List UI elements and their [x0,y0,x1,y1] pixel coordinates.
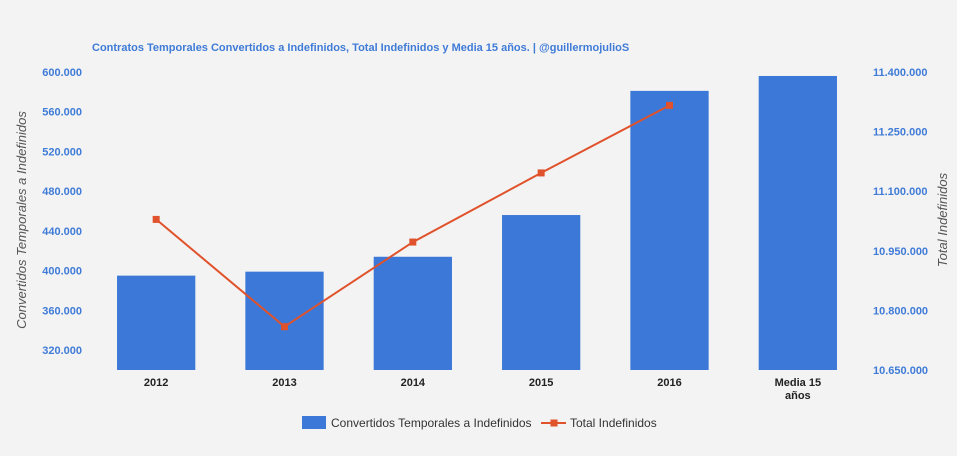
bar[interactable] [373,256,452,370]
legend-label-line: Total Indefinidos [570,416,657,430]
y2-tick-label: 10.800.000 [873,305,928,317]
line-point[interactable] [281,323,288,331]
x-axis-ticks: 2012 2013 2014 2015 2016 Media 15 años [144,377,821,402]
y-axis-title: Convertidos Temporales a Indefinidos [14,111,29,329]
legend: Convertidos Temporales a Indefinidos Tot… [302,416,657,430]
y-tick-label: 320.000 [42,345,82,357]
y2-tick-label: 10.650.000 [873,365,928,377]
y-tick-label: 440.000 [42,226,82,238]
line-series [152,101,673,331]
y-tick-label: 600.000 [42,67,82,79]
bar-series [117,75,837,371]
y2-tick-label: 11.400.000 [873,67,927,79]
chart-title: Contratos Temporales Convertidos a Indef… [92,42,629,54]
legend-swatch-bars [302,416,326,429]
y-axis-ticks: 320.000 360.000 400.000 440.000 480.000 520.0… [42,67,82,357]
x-tick-label: 2013 [272,377,296,389]
line-point[interactable] [152,215,160,223]
x-tick-label: Media 15 años [775,377,821,402]
y-tick-label: 520.000 [42,146,82,158]
legend-marker-swatch [550,419,558,427]
bar[interactable] [758,75,837,371]
x-tick-label: 2012 [144,377,168,389]
x-tick-label: 2016 [657,377,681,389]
line-point[interactable] [666,101,673,109]
legend-item-bars[interactable]: Convertidos Temporales a Indefinidos [302,416,532,430]
bar[interactable] [117,275,196,370]
line-point[interactable] [537,169,545,177]
y-tick-label: 400.000 [42,266,82,278]
y2-tick-label: 10.950.000 [873,246,928,258]
y2-tick-label: 11.100.000 [873,186,927,198]
y2-axis-title: Total Indefinidos [935,172,950,267]
y2-axis-ticks: 10.650.000 10.800.000 10.950.000 11.100.000… [873,67,928,377]
line-point[interactable] [409,238,417,246]
bar[interactable] [630,90,709,370]
y-tick-label: 480.000 [42,186,82,198]
legend-item-line[interactable]: Total Indefinidos [541,416,657,430]
legend-label-bars: Convertidos Temporales a Indefinidos [331,416,532,430]
y2-tick-label: 11.250.000 [873,127,927,139]
y-tick-label: 560.000 [42,107,82,119]
y-tick-label: 360.000 [42,305,82,317]
bar[interactable] [245,271,324,370]
x-tick-label: 2014 [401,377,426,389]
bar[interactable] [502,215,581,370]
x-tick-label: 2015 [529,377,553,389]
